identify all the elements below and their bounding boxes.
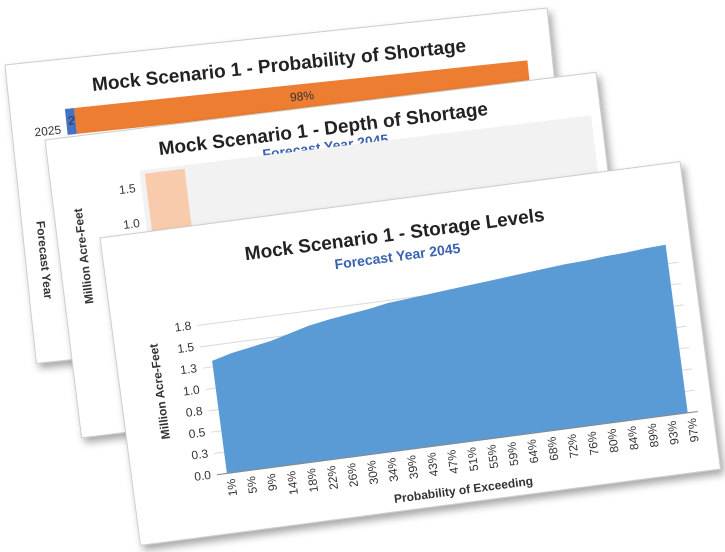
y-tick-label: 2025 <box>34 123 62 140</box>
y-tick-label: 0.8 <box>185 404 204 420</box>
y-tick-label: 1.5 <box>177 340 196 356</box>
x-tick-label: 89% <box>645 422 662 448</box>
x-axis <box>216 410 698 476</box>
y-tick-label: 1.0 <box>182 382 201 398</box>
x-tick-label: 1% <box>224 478 240 497</box>
x-tick-label: 51% <box>464 446 481 472</box>
y-tick-label: 0.5 <box>188 425 207 441</box>
x-tick-label: 9% <box>264 472 280 491</box>
y-tick-label: 1.5 <box>118 181 137 197</box>
x-tick-label: 39% <box>404 454 421 480</box>
y-tick-label: 1.3 <box>179 361 198 377</box>
bar-segment <box>74 60 531 134</box>
x-tick-label: 14% <box>284 470 301 496</box>
x-tick-label: 72% <box>564 433 581 459</box>
x-tick-label: 76% <box>585 430 602 456</box>
y-tick-label: 1.8 <box>174 319 193 335</box>
x-tick-label: 84% <box>625 425 642 451</box>
y-tick-label: 0.3 <box>191 446 210 462</box>
area <box>212 244 688 474</box>
x-tick-label: 43% <box>424 451 441 477</box>
x-tick-label: 93% <box>665 420 682 446</box>
y-tick-label: 0.0 <box>193 468 212 484</box>
x-tick-label: 5% <box>244 475 260 494</box>
bar-segment <box>64 108 77 135</box>
x-tick-label: 18% <box>304 467 321 493</box>
x-tick-label: 30% <box>364 459 381 485</box>
x-tick-label: 97% <box>685 417 702 443</box>
x-tick-label: 34% <box>384 457 401 483</box>
x-tick-label: 80% <box>605 428 622 454</box>
x-tick-label: 55% <box>484 443 501 469</box>
x-tick-label: 22% <box>324 465 341 491</box>
data-label: 98% <box>289 88 315 104</box>
x-tick-label: 47% <box>444 449 461 475</box>
x-tick-label: 59% <box>504 441 521 467</box>
x-tick-label: 64% <box>524 438 541 464</box>
y-tick-label: 1.0 <box>122 216 141 232</box>
x-tick-label: 68% <box>544 436 561 462</box>
card: Mock Scenario 1 - Storage LevelsForecast… <box>99 161 722 546</box>
x-tick-label: 26% <box>344 462 361 488</box>
